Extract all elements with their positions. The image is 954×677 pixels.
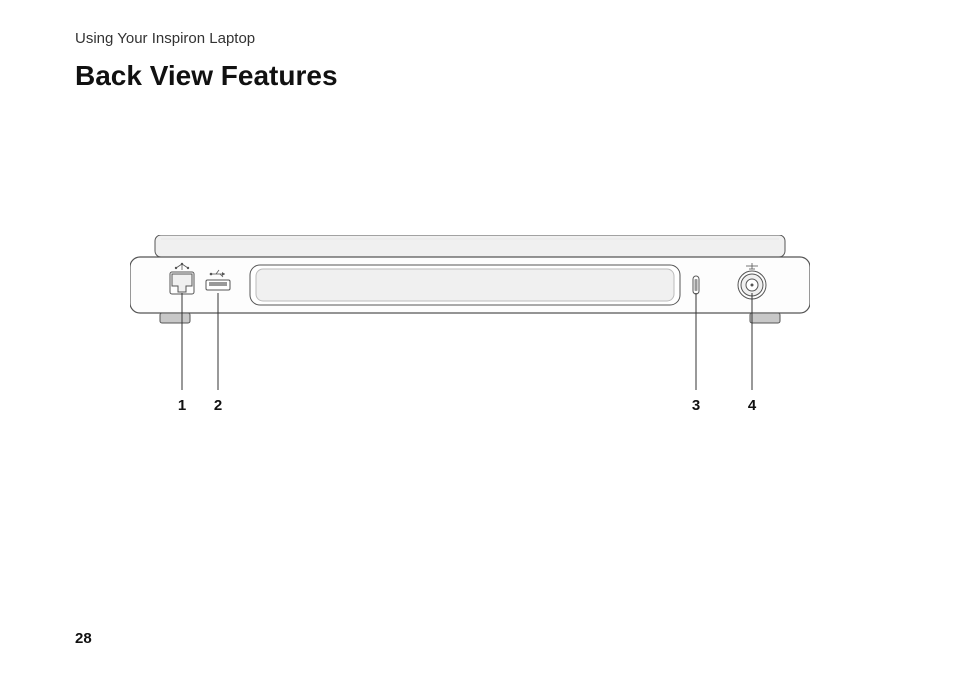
callout-label-3: 3 (692, 397, 700, 414)
callout-label-2: 2 (214, 397, 222, 414)
back-view-diagram (130, 235, 810, 435)
callout-label-4: 4 (748, 397, 756, 414)
breadcrumb: Using Your Inspiron Laptop (75, 30, 255, 47)
page-number: 28 (75, 630, 92, 647)
callout-label-1: 1 (178, 397, 186, 414)
laptop-back-svg (130, 235, 810, 435)
manual-page: Using Your Inspiron Laptop Back View Fea… (0, 0, 954, 677)
page-title: Back View Features (75, 60, 338, 92)
